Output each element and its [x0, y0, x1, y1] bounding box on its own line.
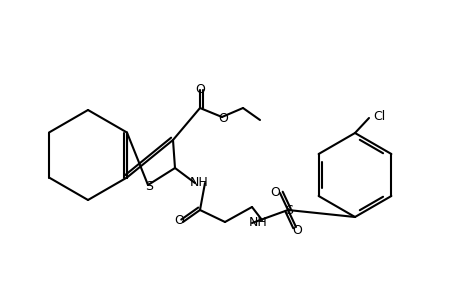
Text: O: O	[174, 214, 184, 227]
Text: O: O	[291, 224, 301, 238]
Text: O: O	[269, 185, 280, 199]
Text: S: S	[285, 205, 292, 218]
Text: S: S	[145, 181, 153, 194]
Text: NH: NH	[189, 176, 208, 190]
Text: NH: NH	[248, 217, 267, 230]
Text: O: O	[218, 112, 228, 124]
Text: Cl: Cl	[372, 110, 384, 122]
Text: O: O	[195, 82, 205, 95]
